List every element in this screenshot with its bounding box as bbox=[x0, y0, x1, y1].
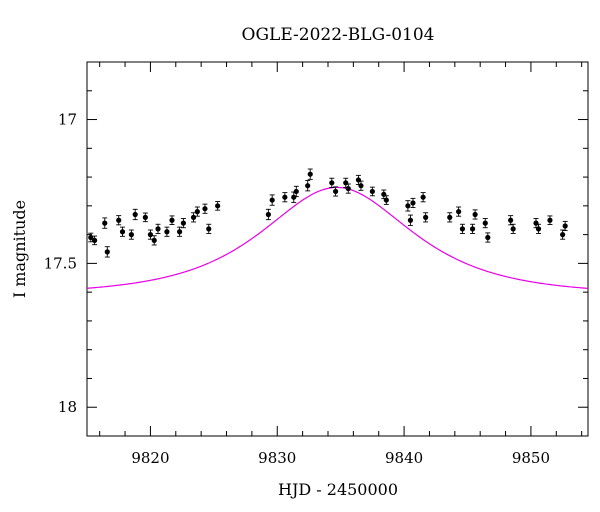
data-point bbox=[104, 249, 110, 255]
data-point bbox=[215, 203, 221, 209]
data-point bbox=[405, 203, 411, 209]
data-point bbox=[169, 217, 175, 223]
data-point bbox=[329, 180, 335, 186]
data-point bbox=[307, 171, 313, 177]
data-point bbox=[420, 194, 426, 200]
data-point bbox=[194, 209, 200, 215]
data-point bbox=[485, 234, 491, 241]
y-tick-label: 17 bbox=[58, 111, 77, 129]
data-point bbox=[369, 188, 375, 195]
data-point bbox=[343, 180, 349, 186]
data-point bbox=[269, 197, 275, 203]
y-axis-label: I magnitude bbox=[10, 200, 29, 298]
data-point bbox=[560, 232, 566, 238]
data-point bbox=[533, 220, 539, 226]
x-tick-label: 9840 bbox=[385, 449, 423, 467]
data-point bbox=[282, 194, 288, 200]
data-point bbox=[358, 183, 364, 189]
data-point bbox=[119, 229, 126, 235]
data-point bbox=[482, 220, 488, 226]
data-point bbox=[345, 185, 351, 192]
data-point bbox=[456, 209, 462, 215]
data-point bbox=[407, 217, 414, 223]
x-tick-label: 9850 bbox=[512, 449, 550, 467]
data-point bbox=[535, 226, 542, 232]
data-point bbox=[472, 211, 478, 218]
x-axis-label: HJD - 2450000 bbox=[278, 480, 398, 499]
data-point bbox=[116, 217, 122, 223]
data-point bbox=[469, 226, 476, 232]
data-point bbox=[206, 226, 212, 232]
data-point bbox=[132, 211, 138, 218]
data-point bbox=[332, 188, 339, 195]
data-point bbox=[447, 214, 453, 220]
data-point bbox=[508, 217, 514, 223]
data-point bbox=[202, 206, 208, 212]
data-point bbox=[155, 226, 161, 232]
data-point bbox=[190, 214, 197, 220]
data-point bbox=[88, 234, 94, 241]
data-point bbox=[423, 214, 429, 220]
data-point bbox=[293, 188, 299, 195]
data-point bbox=[92, 237, 98, 243]
data-point bbox=[355, 177, 362, 183]
data-point bbox=[147, 232, 154, 238]
data-point bbox=[128, 232, 134, 238]
data-points bbox=[88, 168, 568, 258]
y-tick-label: 18 bbox=[58, 398, 77, 416]
data-point bbox=[547, 217, 553, 223]
data-point bbox=[305, 183, 311, 189]
x-tick-label: 9820 bbox=[131, 449, 169, 467]
chart-title: OGLE-2022-BLG-0104 bbox=[242, 25, 435, 45]
model-curve bbox=[86, 186, 589, 289]
x-tick-label: 9830 bbox=[258, 449, 296, 467]
data-point bbox=[164, 229, 170, 235]
data-point bbox=[510, 226, 516, 232]
plot-frame bbox=[86, 61, 589, 437]
data-point bbox=[142, 214, 148, 220]
data-point bbox=[265, 211, 271, 218]
data-point bbox=[151, 237, 157, 243]
tick-labels: 9820 9830 9840 9850 17 17.5 18 bbox=[44, 111, 550, 467]
data-point bbox=[102, 220, 108, 226]
data-point bbox=[291, 194, 297, 200]
data-point bbox=[176, 229, 183, 235]
data-point bbox=[383, 197, 389, 203]
data-point bbox=[459, 226, 466, 232]
data-point bbox=[180, 220, 186, 226]
axis-ticks bbox=[87, 61, 588, 437]
data-point bbox=[562, 223, 568, 229]
y-tick-label: 17.5 bbox=[44, 254, 77, 272]
data-point bbox=[410, 200, 416, 206]
